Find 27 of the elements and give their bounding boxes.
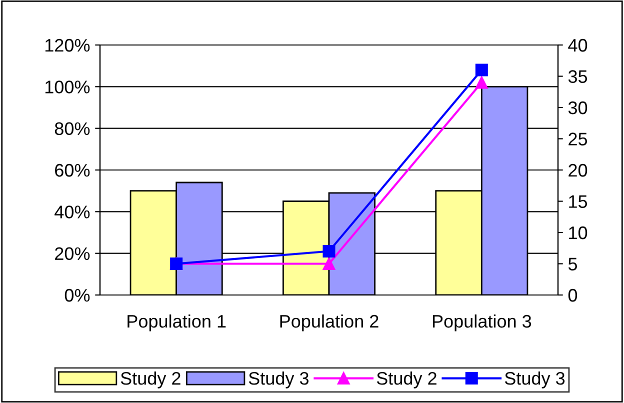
y2-tick-label: 40 <box>568 38 588 52</box>
y2-tick-label: 35 <box>568 70 588 83</box>
y2-tick-label: 30 <box>568 101 588 114</box>
y-tick-label: 80% <box>54 122 90 136</box>
x-tick-label: Population 1 <box>128 314 226 332</box>
point <box>475 76 488 89</box>
point <box>322 258 336 270</box>
y2-tick-label: 20 <box>568 164 588 177</box>
y2-tick-label: 10 <box>569 226 588 240</box>
legend-label: Study 2 <box>376 372 436 388</box>
y-tick-label: 20% <box>55 247 90 260</box>
x-tick-label: Population 2 <box>280 314 378 332</box>
y-tick-label: 0% <box>64 288 90 302</box>
y-tick-label: 60% <box>55 164 90 177</box>
y-tick-label: 100% <box>45 80 90 94</box>
y2-tick-label: 5 <box>568 258 578 270</box>
y-tick-label: 120% <box>45 38 90 52</box>
point <box>322 245 336 258</box>
legend-label: Study 3 <box>504 372 565 388</box>
y2-tick-label: 15 <box>569 195 588 208</box>
legend-label: Study 2 <box>120 372 180 388</box>
point <box>475 64 488 76</box>
y2-tick-label: 25 <box>568 132 588 146</box>
y-tick-label: 40% <box>54 206 90 218</box>
x-tick-label: Population 3 <box>432 314 532 332</box>
y2-tick-label: 0 <box>568 288 578 302</box>
legend-label: Study 3 <box>248 372 308 388</box>
